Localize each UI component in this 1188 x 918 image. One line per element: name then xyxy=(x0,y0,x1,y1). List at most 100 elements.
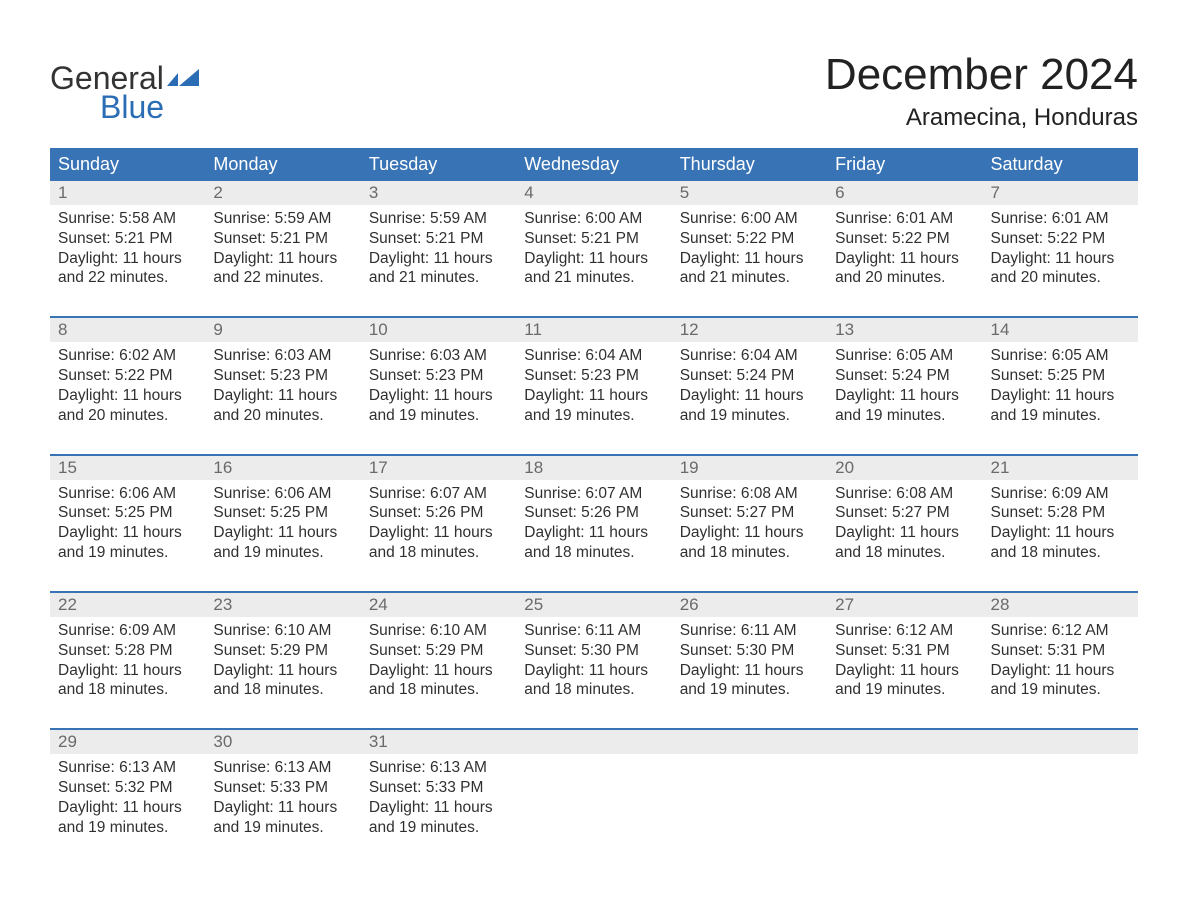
day-number: 4 xyxy=(516,181,671,205)
daynum-row: 22232425262728 xyxy=(50,591,1138,617)
day-number xyxy=(672,730,827,754)
day-cell: Sunrise: 6:10 AMSunset: 5:29 PMDaylight:… xyxy=(205,617,360,708)
day-dl2: and 22 minutes. xyxy=(213,268,352,288)
day-sunrise: Sunrise: 6:13 AM xyxy=(369,758,508,778)
day-number xyxy=(827,730,982,754)
day-sunrise: Sunrise: 6:12 AM xyxy=(991,621,1130,641)
day-number: 23 xyxy=(205,593,360,617)
day-cell xyxy=(672,754,827,845)
day-sunset: Sunset: 5:21 PM xyxy=(58,229,197,249)
day-number: 21 xyxy=(983,456,1138,480)
day-number: 2 xyxy=(205,181,360,205)
day-dl1: Daylight: 11 hours xyxy=(991,386,1130,406)
content-row: Sunrise: 6:02 AMSunset: 5:22 PMDaylight:… xyxy=(50,342,1138,433)
day-dl2: and 19 minutes. xyxy=(680,406,819,426)
weekday-header: Tuesday xyxy=(361,148,516,181)
day-sunrise: Sunrise: 6:05 AM xyxy=(835,346,974,366)
day-number: 11 xyxy=(516,318,671,342)
day-number: 30 xyxy=(205,730,360,754)
day-cell: Sunrise: 6:03 AMSunset: 5:23 PMDaylight:… xyxy=(361,342,516,433)
day-dl2: and 20 minutes. xyxy=(835,268,974,288)
day-sunset: Sunset: 5:26 PM xyxy=(524,503,663,523)
day-sunset: Sunset: 5:27 PM xyxy=(835,503,974,523)
content-row: Sunrise: 5:58 AMSunset: 5:21 PMDaylight:… xyxy=(50,205,1138,296)
day-number: 17 xyxy=(361,456,516,480)
day-sunset: Sunset: 5:24 PM xyxy=(835,366,974,386)
day-sunrise: Sunrise: 6:11 AM xyxy=(680,621,819,641)
daynum-row: 1234567 xyxy=(50,181,1138,205)
day-cell: Sunrise: 6:00 AMSunset: 5:21 PMDaylight:… xyxy=(516,205,671,296)
day-number: 28 xyxy=(983,593,1138,617)
day-sunset: Sunset: 5:31 PM xyxy=(991,641,1130,661)
day-dl1: Daylight: 11 hours xyxy=(835,249,974,269)
day-number: 26 xyxy=(672,593,827,617)
day-sunrise: Sunrise: 6:09 AM xyxy=(58,621,197,641)
weekday-header-row: Sunday Monday Tuesday Wednesday Thursday… xyxy=(50,148,1138,181)
day-sunrise: Sunrise: 6:10 AM xyxy=(213,621,352,641)
day-sunset: Sunset: 5:25 PM xyxy=(58,503,197,523)
day-sunrise: Sunrise: 6:07 AM xyxy=(369,484,508,504)
day-cell: Sunrise: 6:02 AMSunset: 5:22 PMDaylight:… xyxy=(50,342,205,433)
calendar-page: General Blue December 2024 Aramecina, Ho… xyxy=(0,0,1188,906)
day-sunrise: Sunrise: 6:05 AM xyxy=(991,346,1130,366)
calendar-week: 22232425262728Sunrise: 6:09 AMSunset: 5:… xyxy=(50,591,1138,708)
content-row: Sunrise: 6:06 AMSunset: 5:25 PMDaylight:… xyxy=(50,480,1138,571)
day-dl2: and 19 minutes. xyxy=(369,818,508,838)
day-number: 13 xyxy=(827,318,982,342)
day-dl1: Daylight: 11 hours xyxy=(369,523,508,543)
calendar: Sunday Monday Tuesday Wednesday Thursday… xyxy=(50,148,1138,846)
day-dl2: and 18 minutes. xyxy=(524,543,663,563)
day-dl1: Daylight: 11 hours xyxy=(680,386,819,406)
day-sunset: Sunset: 5:22 PM xyxy=(58,366,197,386)
day-sunset: Sunset: 5:21 PM xyxy=(524,229,663,249)
day-dl2: and 19 minutes. xyxy=(213,543,352,563)
day-sunset: Sunset: 5:28 PM xyxy=(58,641,197,661)
day-dl2: and 19 minutes. xyxy=(835,406,974,426)
weekday-header: Wednesday xyxy=(516,148,671,181)
day-dl1: Daylight: 11 hours xyxy=(369,386,508,406)
day-sunset: Sunset: 5:22 PM xyxy=(835,229,974,249)
day-number: 24 xyxy=(361,593,516,617)
day-sunset: Sunset: 5:31 PM xyxy=(835,641,974,661)
day-dl1: Daylight: 11 hours xyxy=(58,386,197,406)
day-sunrise: Sunrise: 6:00 AM xyxy=(680,209,819,229)
day-dl1: Daylight: 11 hours xyxy=(524,661,663,681)
day-number: 10 xyxy=(361,318,516,342)
calendar-week: 891011121314Sunrise: 6:02 AMSunset: 5:22… xyxy=(50,316,1138,433)
calendar-week: 293031Sunrise: 6:13 AMSunset: 5:32 PMDay… xyxy=(50,728,1138,845)
day-dl1: Daylight: 11 hours xyxy=(213,386,352,406)
day-dl2: and 19 minutes. xyxy=(991,680,1130,700)
day-number: 3 xyxy=(361,181,516,205)
day-sunset: Sunset: 5:22 PM xyxy=(991,229,1130,249)
day-number: 22 xyxy=(50,593,205,617)
day-cell: Sunrise: 5:59 AMSunset: 5:21 PMDaylight:… xyxy=(205,205,360,296)
daynum-row: 15161718192021 xyxy=(50,454,1138,480)
day-sunset: Sunset: 5:25 PM xyxy=(213,503,352,523)
day-dl1: Daylight: 11 hours xyxy=(369,661,508,681)
day-number: 29 xyxy=(50,730,205,754)
day-dl2: and 22 minutes. xyxy=(58,268,197,288)
day-dl1: Daylight: 11 hours xyxy=(524,386,663,406)
day-sunrise: Sunrise: 5:59 AM xyxy=(369,209,508,229)
day-cell: Sunrise: 6:00 AMSunset: 5:22 PMDaylight:… xyxy=(672,205,827,296)
day-dl1: Daylight: 11 hours xyxy=(835,661,974,681)
day-dl2: and 19 minutes. xyxy=(524,406,663,426)
day-dl1: Daylight: 11 hours xyxy=(991,249,1130,269)
day-sunset: Sunset: 5:21 PM xyxy=(213,229,352,249)
day-cell: Sunrise: 6:05 AMSunset: 5:24 PMDaylight:… xyxy=(827,342,982,433)
day-cell: Sunrise: 6:01 AMSunset: 5:22 PMDaylight:… xyxy=(827,205,982,296)
day-dl2: and 18 minutes. xyxy=(991,543,1130,563)
day-sunrise: Sunrise: 6:06 AM xyxy=(213,484,352,504)
day-dl2: and 19 minutes. xyxy=(835,680,974,700)
day-dl2: and 18 minutes. xyxy=(835,543,974,563)
day-dl2: and 20 minutes. xyxy=(58,406,197,426)
day-number: 15 xyxy=(50,456,205,480)
day-dl1: Daylight: 11 hours xyxy=(524,249,663,269)
day-dl1: Daylight: 11 hours xyxy=(213,523,352,543)
day-dl2: and 21 minutes. xyxy=(680,268,819,288)
day-dl1: Daylight: 11 hours xyxy=(991,523,1130,543)
daynum-row: 293031 xyxy=(50,728,1138,754)
day-sunrise: Sunrise: 6:13 AM xyxy=(213,758,352,778)
day-cell: Sunrise: 6:12 AMSunset: 5:31 PMDaylight:… xyxy=(983,617,1138,708)
day-sunset: Sunset: 5:29 PM xyxy=(213,641,352,661)
